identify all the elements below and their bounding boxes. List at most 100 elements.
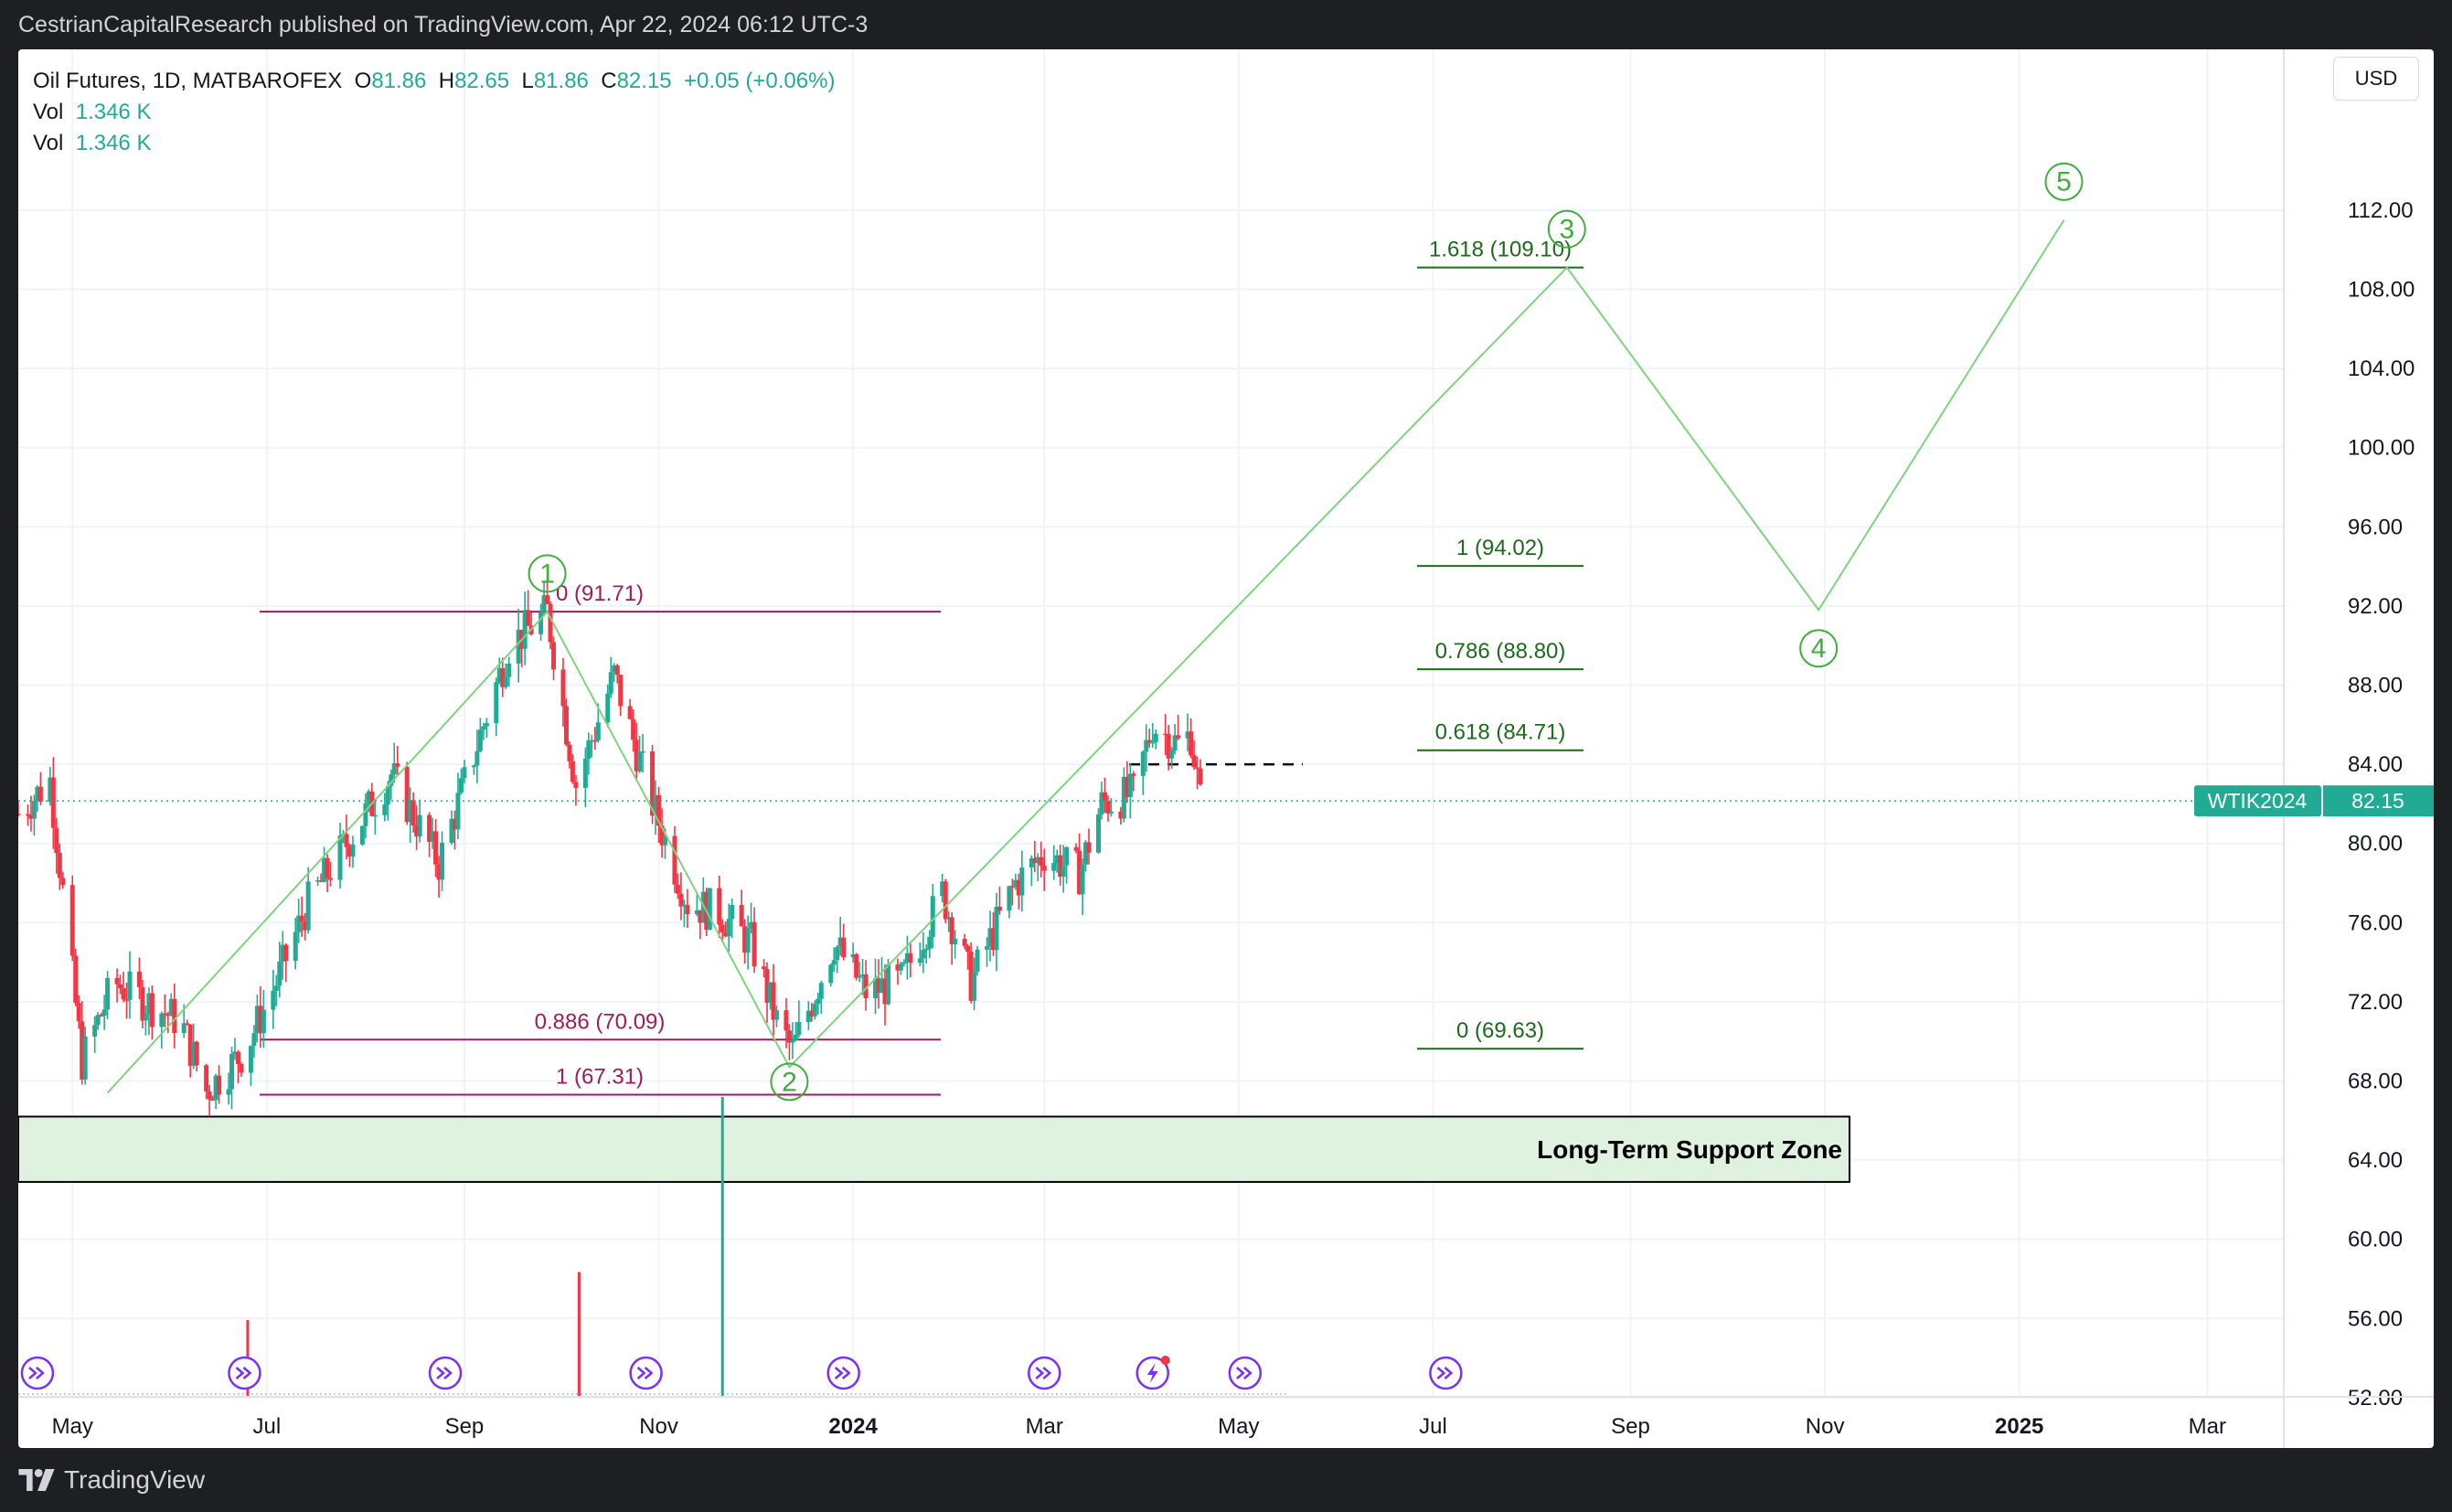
candle[interactable]: [946, 917, 952, 920]
candle[interactable]: [283, 944, 289, 962]
candle[interactable]: [762, 966, 767, 970]
candle[interactable]: [60, 878, 66, 886]
candle[interactable]: [101, 1009, 107, 1017]
candle[interactable]: [217, 1075, 222, 1095]
candle[interactable]: [436, 864, 442, 880]
candle[interactable]: [305, 881, 311, 931]
candle[interactable]: [449, 818, 454, 843]
support-zone[interactable]: [18, 1115, 1850, 1183]
candle[interactable]: [771, 982, 776, 1020]
volume-row-2[interactable]: Vol 1.346 K: [33, 128, 835, 159]
candle[interactable]: [835, 946, 840, 961]
candle[interactable]: [168, 998, 174, 1017]
candle[interactable]: [99, 1015, 104, 1017]
candle[interactable]: [863, 974, 869, 998]
candle[interactable]: [717, 888, 722, 925]
candle[interactable]: [37, 786, 43, 803]
event-marker-icon[interactable]: [20, 1356, 55, 1390]
candle[interactable]: [828, 964, 834, 984]
candle[interactable]: [634, 740, 639, 772]
candle[interactable]: [885, 964, 890, 1005]
candle[interactable]: [949, 917, 954, 944]
candle[interactable]: [837, 937, 843, 947]
candle[interactable]: [637, 751, 643, 772]
candle[interactable]: [239, 1063, 244, 1073]
candle[interactable]: [50, 777, 56, 828]
candle[interactable]: [586, 740, 592, 759]
candle[interactable]: [185, 1023, 190, 1025]
candle[interactable]: [975, 949, 980, 972]
candle[interactable]: [273, 985, 279, 991]
candle[interactable]: [962, 938, 967, 946]
candle[interactable]: [723, 932, 729, 937]
candle[interactable]: [921, 950, 926, 959]
candle[interactable]: [627, 706, 633, 719]
candle[interactable]: [1073, 847, 1079, 851]
candle[interactable]: [95, 1015, 101, 1026]
candle[interactable]: [752, 921, 757, 967]
candle[interactable]: [809, 1010, 815, 1017]
candle[interactable]: [123, 999, 129, 1001]
candle[interactable]: [1189, 731, 1194, 756]
candle[interactable]: [841, 937, 847, 958]
candle[interactable]: [1169, 750, 1175, 759]
candle[interactable]: [1019, 867, 1025, 896]
candle[interactable]: [458, 778, 464, 793]
candle[interactable]: [127, 971, 133, 1000]
candle[interactable]: [194, 1041, 199, 1066]
candle[interactable]: [659, 825, 665, 846]
candle[interactable]: [860, 974, 866, 976]
candle[interactable]: [417, 815, 422, 837]
candle[interactable]: [857, 975, 862, 978]
candle[interactable]: [372, 815, 378, 817]
candle[interactable]: [730, 905, 735, 920]
candle[interactable]: [548, 603, 553, 643]
candle[interactable]: [191, 1041, 197, 1066]
candle[interactable]: [592, 740, 598, 742]
candle[interactable]: [471, 765, 476, 768]
candle[interactable]: [943, 881, 948, 920]
candle[interactable]: [990, 928, 996, 951]
tradingview-brand[interactable]: TradingView: [64, 1465, 206, 1494]
event-marker-icon[interactable]: [826, 1356, 860, 1390]
candle[interactable]: [831, 960, 837, 965]
candle[interactable]: [254, 1006, 260, 1034]
candle[interactable]: [136, 971, 142, 987]
candle[interactable]: [1131, 773, 1136, 776]
candle[interactable]: [873, 978, 879, 998]
candle[interactable]: [1080, 864, 1085, 895]
candle[interactable]: [904, 953, 910, 963]
candle[interactable]: [395, 762, 400, 767]
candle[interactable]: [427, 815, 432, 842]
candle[interactable]: [1176, 735, 1181, 739]
candle[interactable]: [328, 878, 334, 880]
candle[interactable]: [1127, 773, 1133, 797]
candle[interactable]: [1198, 768, 1203, 785]
candle[interactable]: [968, 951, 974, 1001]
candle[interactable]: [404, 766, 410, 823]
price-chart[interactable]: Long-Term Support Zone 0 (91.71) 0.886 (7…: [18, 49, 2434, 1448]
candle[interactable]: [258, 1006, 263, 1034]
candle[interactable]: [698, 910, 703, 923]
candle[interactable]: [901, 962, 907, 964]
candle[interactable]: [187, 1024, 193, 1066]
candle[interactable]: [25, 814, 30, 816]
candle[interactable]: [114, 977, 120, 985]
candle[interactable]: [159, 1013, 165, 1028]
candle[interactable]: [612, 665, 617, 673]
candle[interactable]: [1029, 857, 1034, 868]
candle[interactable]: [927, 936, 933, 949]
candle[interactable]: [1163, 733, 1168, 736]
candle[interactable]: [573, 782, 579, 788]
candle[interactable]: [1118, 811, 1124, 819]
candle[interactable]: [325, 857, 330, 878]
candle[interactable]: [570, 761, 575, 783]
candle[interactable]: [207, 1091, 212, 1100]
candle[interactable]: [69, 885, 75, 956]
candle[interactable]: [350, 844, 356, 857]
candle[interactable]: [1146, 740, 1152, 743]
candle[interactable]: [391, 762, 397, 775]
candle[interactable]: [1007, 886, 1012, 911]
candle[interactable]: [563, 706, 569, 745]
candle[interactable]: [346, 847, 352, 857]
